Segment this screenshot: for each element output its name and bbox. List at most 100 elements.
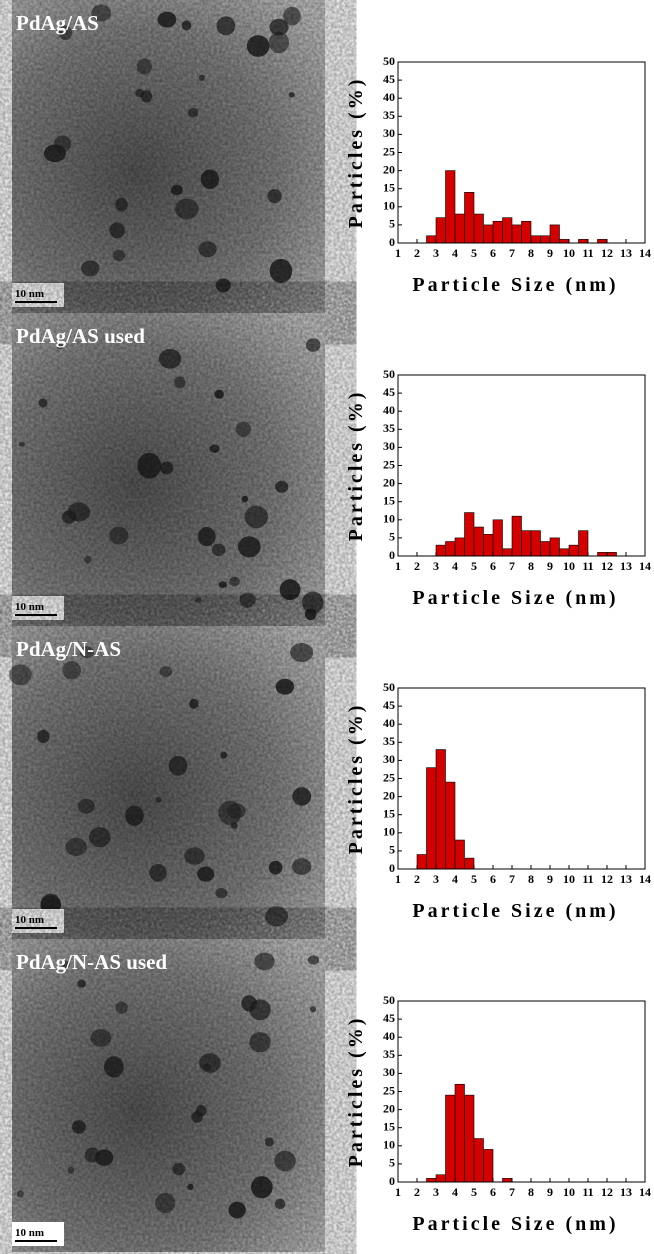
y-tick-label: 5 xyxy=(389,217,395,231)
bar xyxy=(483,1149,494,1183)
x-tick-label: 1 xyxy=(395,246,401,260)
y-tick-label: 10 xyxy=(383,199,395,213)
x-tick-label: 13 xyxy=(620,872,632,886)
bar xyxy=(549,224,560,244)
x-axis-label: Particle Size (nm) xyxy=(412,587,618,609)
x-tick-label: 2 xyxy=(414,872,420,886)
bar xyxy=(559,548,570,557)
y-tick-label: 30 xyxy=(383,439,395,453)
x-tick-label: 6 xyxy=(490,559,496,573)
bar xyxy=(483,224,494,244)
y-tick-label: 45 xyxy=(383,1011,395,1025)
x-tick-label: 3 xyxy=(433,559,439,573)
y-tick-label: 25 xyxy=(383,457,395,471)
x-tick-label: 8 xyxy=(528,559,534,573)
y-axis-label: Particles (%) xyxy=(345,1016,367,1168)
bar xyxy=(473,526,484,557)
x-tick-label: 5 xyxy=(471,246,477,260)
x-tick-label: 8 xyxy=(528,1185,534,1199)
x-tick-label: 2 xyxy=(414,559,420,573)
y-tick-label: 45 xyxy=(383,698,395,712)
y-tick-label: 50 xyxy=(383,993,395,1007)
bar xyxy=(426,235,437,244)
bar xyxy=(445,1094,456,1183)
bar xyxy=(454,1083,465,1183)
x-tick-label: 10 xyxy=(563,1185,575,1199)
x-tick-label: 13 xyxy=(620,559,632,573)
y-axis-label: Particles (%) xyxy=(345,703,367,855)
x-tick-label: 8 xyxy=(528,872,534,886)
x-tick-label: 12 xyxy=(601,246,613,260)
y-tick-label: 10 xyxy=(383,512,395,526)
bar xyxy=(473,1138,484,1183)
bar xyxy=(435,544,446,557)
y-tick-label: 50 xyxy=(383,680,395,694)
y-tick-label: 35 xyxy=(383,1047,395,1061)
x-tick-label: 7 xyxy=(509,559,515,573)
x-tick-label: 12 xyxy=(601,559,613,573)
y-tick-label: 25 xyxy=(383,770,395,784)
bar xyxy=(416,854,427,870)
y-tick-label: 0 xyxy=(389,1174,395,1188)
x-tick-label: 5 xyxy=(471,872,477,886)
panel-title: PdAg/N-AS used xyxy=(16,950,167,974)
scale-bar-label: 10 nm xyxy=(15,1227,44,1239)
y-tick-label: 15 xyxy=(383,493,395,507)
x-tick-label: 4 xyxy=(452,559,458,573)
bar xyxy=(578,239,589,244)
x-tick-label: 1 xyxy=(395,872,401,886)
bar xyxy=(435,1174,446,1183)
x-tick-label: 1 xyxy=(395,1185,401,1199)
y-tick-label: 0 xyxy=(389,861,395,875)
bar xyxy=(540,235,551,244)
x-tick-label: 14 xyxy=(639,559,651,573)
bar xyxy=(454,839,465,870)
x-tick-label: 14 xyxy=(639,872,651,886)
y-tick-label: 25 xyxy=(383,144,395,158)
bar xyxy=(568,544,579,557)
y-tick-label: 40 xyxy=(383,1029,395,1043)
x-tick-label: 12 xyxy=(601,1185,613,1199)
x-tick-label: 3 xyxy=(433,246,439,260)
panel-title: PdAg/AS used xyxy=(16,324,145,348)
y-tick-label: 30 xyxy=(383,1065,395,1079)
x-tick-label: 9 xyxy=(547,1185,553,1199)
x-tick-label: 11 xyxy=(582,246,593,260)
x-tick-label: 6 xyxy=(490,246,496,260)
bar xyxy=(597,552,608,557)
plot-frame xyxy=(397,1000,646,1183)
x-tick-label: 6 xyxy=(490,872,496,886)
y-tick-label: 5 xyxy=(389,843,395,857)
plot-frame xyxy=(397,61,646,244)
x-tick-label: 4 xyxy=(452,1185,458,1199)
x-axis-label: Particle Size (nm) xyxy=(412,900,618,922)
bar xyxy=(492,519,503,557)
y-tick-label: 0 xyxy=(389,235,395,249)
x-tick-label: 4 xyxy=(452,246,458,260)
y-tick-label: 5 xyxy=(389,530,395,544)
bar xyxy=(426,767,437,870)
bar xyxy=(540,541,551,557)
x-tick-label: 4 xyxy=(452,872,458,886)
y-tick-label: 25 xyxy=(383,1083,395,1097)
bar xyxy=(578,530,589,557)
x-tick-label: 3 xyxy=(433,1185,439,1199)
x-tick-label: 10 xyxy=(563,559,575,573)
x-tick-label: 1 xyxy=(395,559,401,573)
bar xyxy=(502,548,513,557)
y-tick-label: 50 xyxy=(383,54,395,68)
y-tick-label: 5 xyxy=(389,1156,395,1170)
x-tick-label: 5 xyxy=(471,559,477,573)
y-tick-label: 50 xyxy=(383,367,395,381)
x-tick-label: 11 xyxy=(582,872,593,886)
x-axis-label: Particle Size (nm) xyxy=(412,1213,618,1235)
y-tick-label: 30 xyxy=(383,752,395,766)
y-tick-label: 0 xyxy=(389,548,395,562)
bar xyxy=(606,552,617,557)
y-tick-label: 30 xyxy=(383,126,395,140)
tem-image xyxy=(12,0,325,313)
x-tick-label: 10 xyxy=(563,872,575,886)
x-tick-label: 9 xyxy=(547,872,553,886)
